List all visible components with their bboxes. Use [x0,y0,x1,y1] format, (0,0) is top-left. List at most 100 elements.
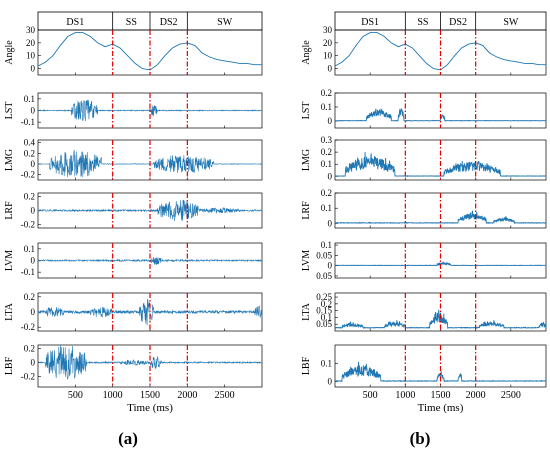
x-tick-label: 2000 [466,390,486,401]
y-axis-label: LRF [4,201,15,220]
x-tick-label: 2000 [177,390,197,401]
y-tick-label: 0 [31,206,36,216]
x-tick-label: 1000 [103,390,123,401]
emg-signal [334,261,547,267]
phase-label-ds2: DS2 [160,17,178,28]
y-tick-label: 20 [26,38,36,48]
y-tick-label: -0.2 [21,220,35,230]
y-tick-label: 10 [323,51,333,61]
y-tick-label: 0 [31,159,36,169]
y-tick-label: 0 [328,116,333,126]
y-tick-label: 0 [31,307,36,317]
panel-a-label: (a) [118,429,138,448]
panel-b-label: (b) [410,429,431,448]
phase-label-ds1: DS1 [361,17,379,28]
y-tick-label: -0.2 [21,170,35,180]
y-tick-label: 0.15 [316,306,332,316]
y-axis-label: LRF [301,201,312,220]
y-tick-label: 0.05 [316,250,332,260]
x-tick-label: 1000 [395,390,415,401]
y-tick-label: 0.05 [316,271,332,281]
subplot-lmg: 0 0.1 0.2 0.3 LMG [301,135,547,181]
y-tick-label: 0 [328,218,333,228]
emg-signal [37,256,263,266]
y-tick-label: 0.2 [24,192,35,202]
x-axis-label: Time (ms) [127,402,173,414]
x-tick-label: 500 [68,390,83,401]
y-tick-label: 0.2 [24,292,35,302]
subplot-lbf: -0.2 0 0.2 LBF [4,344,263,388]
y-axis-label: LTA [301,302,312,320]
y-tick-label: 10 [26,51,36,61]
phase-label-sw: SW [217,17,233,28]
y-tick-label: 0.25 [316,292,332,302]
x-axis-label: Time (ms) [418,402,464,414]
y-tick-label: 0.2 [321,188,332,198]
y-tick-label: 0.1 [321,102,332,112]
y-tick-label: 0.1 [321,240,332,250]
y-tick-label: 0.1 [321,312,332,322]
y-axis-label: LVM [301,250,312,271]
y-tick-label: 0 [31,106,36,116]
y-axis-label: LMG [4,149,15,171]
y-axis-label: LST [301,102,312,120]
emg-signal [37,344,263,380]
y-tick-label: 0.1 [321,358,332,368]
subplot-angle: 0 10 20 30 Angle [301,25,547,76]
y-tick-label: 30 [26,25,36,35]
phase-label-ss: SS [417,17,428,28]
y-tick-label: 0 [328,64,333,74]
y-tick-label: 0.2 [321,147,332,157]
y-tick-label: 0.2 [321,88,332,98]
subplot-lrf: 0 0.1 0.2 LRF [301,188,547,228]
x-tick-label: 1500 [140,390,160,401]
y-tick-label: 20 [323,38,333,48]
phase-label-ss: SS [126,17,137,28]
phase-label-ds1: DS1 [66,17,84,28]
y-tick-label: -0.2 [21,322,35,332]
x-tick-label: 500 [363,390,378,401]
y-tick-label: 0 [31,64,36,74]
y-axis-label: LBF [4,356,15,375]
y-axis-label: Angle [301,40,312,65]
x-tick-label: 2500 [215,390,235,401]
y-tick-label: 0.05 [316,319,332,329]
y-tick-label: -0.2 [21,372,35,382]
subplot-lvm: -0.10 0.1 LVM [4,242,263,279]
y-tick-label: -0.1 [21,267,35,277]
y-tick-label: 30 [323,25,333,35]
y-tick-label: 0 [328,171,333,181]
y-axis-label: LMG [301,149,312,171]
y-tick-label: 0.4 [24,138,36,148]
subplot-lta: -0.2 0 0.2 LTA [4,292,263,332]
y-tick-label: 0.2 [24,148,35,158]
subplot-angle: 0 10 20 30 Angle [4,25,263,76]
emg-signal [334,210,547,225]
phase-label-sw: SW [503,17,519,28]
y-tick-label: 0 [328,377,333,387]
y-tick-label: 0.3 [321,135,333,145]
subplot-lst: 0 0.1 0.2 LST [301,88,547,129]
subplot-lta: 0.050.10.150.20.25 LTA [301,292,547,332]
panel-b: DS1 SS DS2 SW0102030Angle00.10.2LST00.10.20… [301,11,547,414]
y-axis-label: LTA [4,302,15,320]
subplot-lst: -0.10 0.1 LST [4,92,263,129]
emg-signal [334,309,547,330]
y-axis-label: LBF [301,356,312,375]
y-tick-label: 0.2 [24,344,35,354]
y-tick-label: 0.1 [24,94,35,104]
subplot-lmg: -0.200.20.4 LMG [4,138,263,181]
x-tick-label: 2500 [501,390,521,401]
y-tick-label: 0.1 [24,244,35,254]
y-tick-label: 0 [31,256,36,266]
y-axis-label: LST [4,102,15,120]
phase-label-ds2: DS2 [449,17,467,28]
y-tick-label: 0.1 [321,159,332,169]
y-tick-label: 0.2 [321,299,332,309]
subplot-lbf: 0 0.1 LBF [301,344,547,388]
y-axis-label: LVM [4,250,15,271]
subplot-lrf: -0.2 0 0.2 LRF [4,192,263,230]
y-tick-label: 0 [328,261,333,271]
